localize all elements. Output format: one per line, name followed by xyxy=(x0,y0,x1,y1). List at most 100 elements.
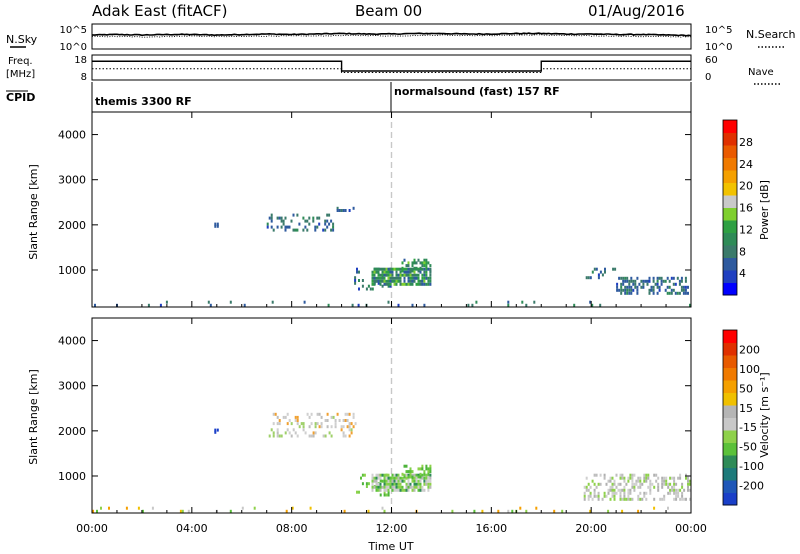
power-cell xyxy=(652,291,655,295)
power-cell xyxy=(405,270,408,274)
velocity-cell xyxy=(318,425,321,429)
power-cell xyxy=(672,276,675,280)
power-cell xyxy=(389,273,392,277)
power-cell xyxy=(395,267,398,271)
power-cell xyxy=(395,273,398,277)
velocity-cell xyxy=(306,412,309,416)
velocity-cell xyxy=(619,488,622,492)
velocity-cell xyxy=(621,473,624,477)
velocity-cell xyxy=(326,425,329,429)
power-cell xyxy=(421,273,424,277)
power-cell xyxy=(680,288,683,292)
velocity-cell xyxy=(607,488,610,492)
power-cell xyxy=(266,222,269,226)
velocity-cell xyxy=(425,467,428,471)
velocity-cell xyxy=(344,434,347,438)
power-cell xyxy=(280,219,283,223)
velocity-cell xyxy=(296,415,299,419)
power-cell xyxy=(417,279,420,283)
velocity-cell xyxy=(214,430,217,434)
power-cell xyxy=(409,269,412,273)
velocity-cell xyxy=(407,488,410,492)
noise-tick-right-top: 10^5 xyxy=(705,25,732,36)
velocity-cell xyxy=(603,476,606,480)
velocity-cell xyxy=(633,485,636,489)
power-cell xyxy=(409,276,412,280)
velocity-cell xyxy=(334,425,337,429)
power-cell xyxy=(338,209,341,212)
power-cell xyxy=(620,288,623,292)
power-cell xyxy=(393,279,396,283)
power-cell xyxy=(413,270,416,274)
power-cell xyxy=(628,279,631,283)
velocity-cell xyxy=(687,488,689,492)
power-cell xyxy=(379,279,382,283)
velocity-cell xyxy=(371,488,374,492)
velocity-panel xyxy=(91,317,692,514)
power-cell xyxy=(616,285,619,289)
velocity-colorbar-tick: -100 xyxy=(739,460,764,473)
power-cell xyxy=(330,228,333,232)
power-cell xyxy=(401,273,404,277)
power-cell xyxy=(296,228,299,232)
velocity-cell xyxy=(393,488,396,492)
velocity-cell xyxy=(415,476,418,480)
velocity-cell xyxy=(637,494,640,498)
velocity-cell xyxy=(405,476,408,480)
power-cell xyxy=(393,282,396,286)
velocity-cell xyxy=(613,482,616,486)
power-cell xyxy=(271,300,274,304)
power-cell xyxy=(628,282,631,286)
velocity-colorbar-segment xyxy=(723,342,737,356)
power-colorbar-segment xyxy=(723,195,737,208)
power-cell xyxy=(419,266,422,270)
power-cell xyxy=(654,282,657,286)
power-cell xyxy=(413,273,416,277)
velocity-colorbar-segment xyxy=(723,442,737,456)
power-cell xyxy=(387,270,390,274)
power-cell xyxy=(94,303,96,307)
power-cell xyxy=(292,228,295,232)
date-title: 01/Aug/2016 xyxy=(588,2,685,20)
velocity-cell xyxy=(637,509,640,513)
power-cell xyxy=(687,285,689,289)
power-cell xyxy=(419,282,422,286)
velocity-cell xyxy=(387,476,390,480)
velocity-cell xyxy=(631,482,634,486)
power-ytick-label: 3000 xyxy=(58,174,86,187)
power-cell xyxy=(280,225,283,229)
velocity-cell xyxy=(679,497,682,501)
velocity-cell xyxy=(423,476,426,480)
velocity-cell xyxy=(681,482,684,486)
power-cell xyxy=(656,285,659,289)
power-cell xyxy=(375,276,378,280)
power-cell xyxy=(624,276,627,280)
velocity-cell xyxy=(427,470,430,474)
velocity-cell xyxy=(285,509,288,513)
power-cell xyxy=(678,291,681,295)
velocity-cell xyxy=(591,497,594,501)
nsky-label: N.Sky xyxy=(6,33,38,46)
velocity-cell xyxy=(689,479,691,483)
power-cell xyxy=(358,287,360,291)
power-cell xyxy=(429,267,432,271)
power-cell xyxy=(425,282,428,286)
velocity-cell xyxy=(657,485,660,489)
velocity-cell xyxy=(288,419,291,422)
velocity-cell xyxy=(679,488,682,492)
power-cell xyxy=(618,276,621,280)
power-ytick-label: 4000 xyxy=(58,129,86,142)
power-cell xyxy=(624,279,627,283)
velocity-cell xyxy=(633,488,636,492)
power-cell xyxy=(413,258,416,262)
power-cell xyxy=(348,209,351,212)
power-cell xyxy=(620,282,623,286)
power-cell xyxy=(427,276,430,280)
velocity-cell xyxy=(411,470,414,474)
power-cell xyxy=(622,279,625,283)
velocity-cell xyxy=(405,464,408,468)
power-cell xyxy=(381,276,384,280)
velocity-cell xyxy=(387,490,390,494)
velocity-cell xyxy=(619,497,622,501)
velocity-cell xyxy=(619,476,622,480)
